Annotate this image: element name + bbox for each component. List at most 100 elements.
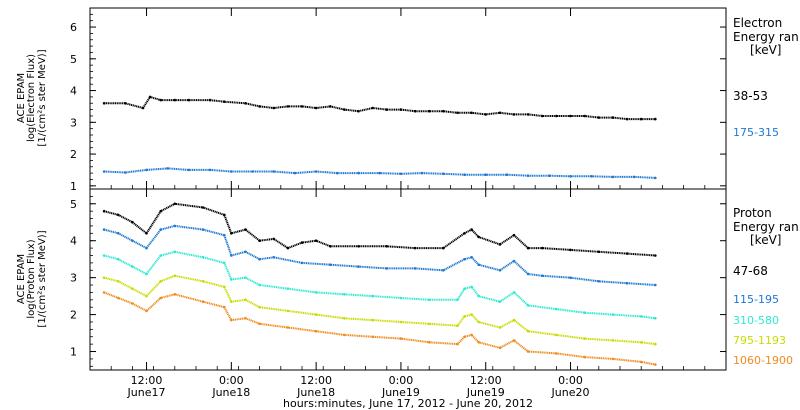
data-point bbox=[512, 291, 516, 294]
series-175-315 bbox=[102, 167, 657, 180]
data-point bbox=[314, 313, 318, 316]
x-tick-label-date: June20 bbox=[551, 386, 590, 399]
proton-legend-title-2: Energy ran bbox=[733, 220, 799, 234]
data-point bbox=[329, 105, 332, 108]
data-point bbox=[548, 174, 551, 177]
series-trace bbox=[103, 291, 656, 366]
data-point bbox=[223, 233, 226, 237]
data-point bbox=[484, 173, 488, 176]
data-point bbox=[498, 300, 502, 304]
series-115-195 bbox=[102, 224, 657, 287]
y-tick-label: 4 bbox=[70, 235, 77, 248]
legend-38-53: 38-53 bbox=[733, 89, 768, 103]
data-point bbox=[654, 117, 657, 121]
data-point bbox=[159, 280, 162, 283]
x-tick-label-date: June17 bbox=[127, 386, 166, 399]
data-point bbox=[470, 111, 473, 115]
data-point bbox=[314, 329, 318, 333]
data-point bbox=[442, 269, 445, 272]
data-point bbox=[230, 318, 233, 322]
electron-y-axis-label: ACE EPAM log(Electron Flux) [1/(cm²s ste… bbox=[16, 49, 48, 146]
data-point bbox=[498, 243, 502, 246]
y-tick-label: 6 bbox=[70, 21, 77, 34]
proton-legend-title-1: Proton bbox=[733, 206, 772, 220]
electron-legend-title-2: Energy ran bbox=[733, 30, 799, 44]
data-point bbox=[201, 206, 205, 209]
data-point bbox=[456, 342, 459, 346]
proton-y-axis-label: ACE EPAM log(Proton Flux) [1/(cm²s ster … bbox=[16, 230, 48, 327]
data-point bbox=[654, 283, 657, 287]
x-tick-label-date: June18 bbox=[211, 386, 250, 399]
data-point bbox=[187, 168, 191, 172]
series-38-53 bbox=[102, 95, 657, 121]
data-point bbox=[654, 317, 657, 320]
data-point bbox=[463, 257, 466, 261]
data-point bbox=[201, 228, 205, 231]
y-tick-label: 3 bbox=[70, 272, 77, 285]
x-tick-label-time: 0:00 bbox=[389, 374, 414, 387]
data-point bbox=[314, 106, 318, 110]
data-point bbox=[357, 265, 360, 268]
data-point bbox=[505, 173, 509, 176]
data-point bbox=[244, 276, 247, 280]
data-point bbox=[272, 255, 276, 259]
data-point bbox=[286, 326, 290, 329]
series-trace bbox=[103, 274, 656, 346]
data-point bbox=[611, 175, 615, 179]
data-point bbox=[173, 293, 177, 296]
data-point bbox=[145, 309, 148, 313]
data-point bbox=[286, 105, 290, 108]
data-point bbox=[201, 300, 205, 304]
data-point bbox=[555, 333, 558, 337]
data-point bbox=[470, 228, 473, 231]
data-point bbox=[173, 98, 177, 102]
data-point bbox=[173, 250, 177, 254]
data-point bbox=[357, 109, 360, 113]
data-point bbox=[131, 302, 134, 305]
data-point bbox=[569, 276, 572, 280]
data-point bbox=[145, 272, 148, 276]
data-point bbox=[541, 246, 544, 250]
y-tick-label: 5 bbox=[70, 53, 77, 66]
proton-legend-title-3: [keV] bbox=[750, 233, 781, 247]
data-point bbox=[385, 108, 389, 111]
series-795-1193 bbox=[102, 274, 657, 346]
legend-1060-1900: 1060-1900 bbox=[733, 354, 793, 367]
data-point bbox=[357, 245, 360, 248]
series-1060-1900 bbox=[102, 291, 657, 366]
data-point bbox=[512, 318, 516, 322]
x-tick-label-time: 0:00 bbox=[219, 374, 244, 387]
data-point bbox=[145, 168, 148, 172]
data-point bbox=[611, 339, 615, 342]
series-47-68 bbox=[102, 202, 657, 257]
data-point bbox=[258, 322, 261, 326]
series-trace bbox=[103, 250, 656, 320]
data-point bbox=[385, 267, 389, 270]
chart-marks bbox=[102, 95, 657, 366]
y-tick-label: 1 bbox=[70, 346, 77, 359]
data-point bbox=[272, 106, 276, 110]
data-point bbox=[258, 105, 261, 108]
data-point bbox=[484, 113, 488, 116]
data-point bbox=[300, 241, 304, 244]
data-point bbox=[124, 102, 127, 105]
data-point bbox=[399, 296, 403, 300]
data-point bbox=[159, 254, 162, 257]
data-point bbox=[343, 333, 346, 337]
data-point bbox=[569, 175, 572, 178]
data-point bbox=[230, 300, 233, 304]
data-point bbox=[223, 261, 226, 265]
data-point bbox=[427, 109, 431, 113]
data-point bbox=[343, 108, 346, 111]
data-point bbox=[258, 257, 261, 261]
data-point bbox=[498, 269, 502, 272]
data-point bbox=[187, 98, 191, 102]
data-point bbox=[314, 170, 318, 173]
data-point bbox=[336, 171, 339, 175]
data-point bbox=[512, 259, 516, 263]
data-point bbox=[244, 250, 247, 254]
data-point bbox=[583, 114, 586, 118]
y-tick-label: 1 bbox=[70, 180, 77, 193]
proton-panel-frame bbox=[89, 188, 727, 371]
